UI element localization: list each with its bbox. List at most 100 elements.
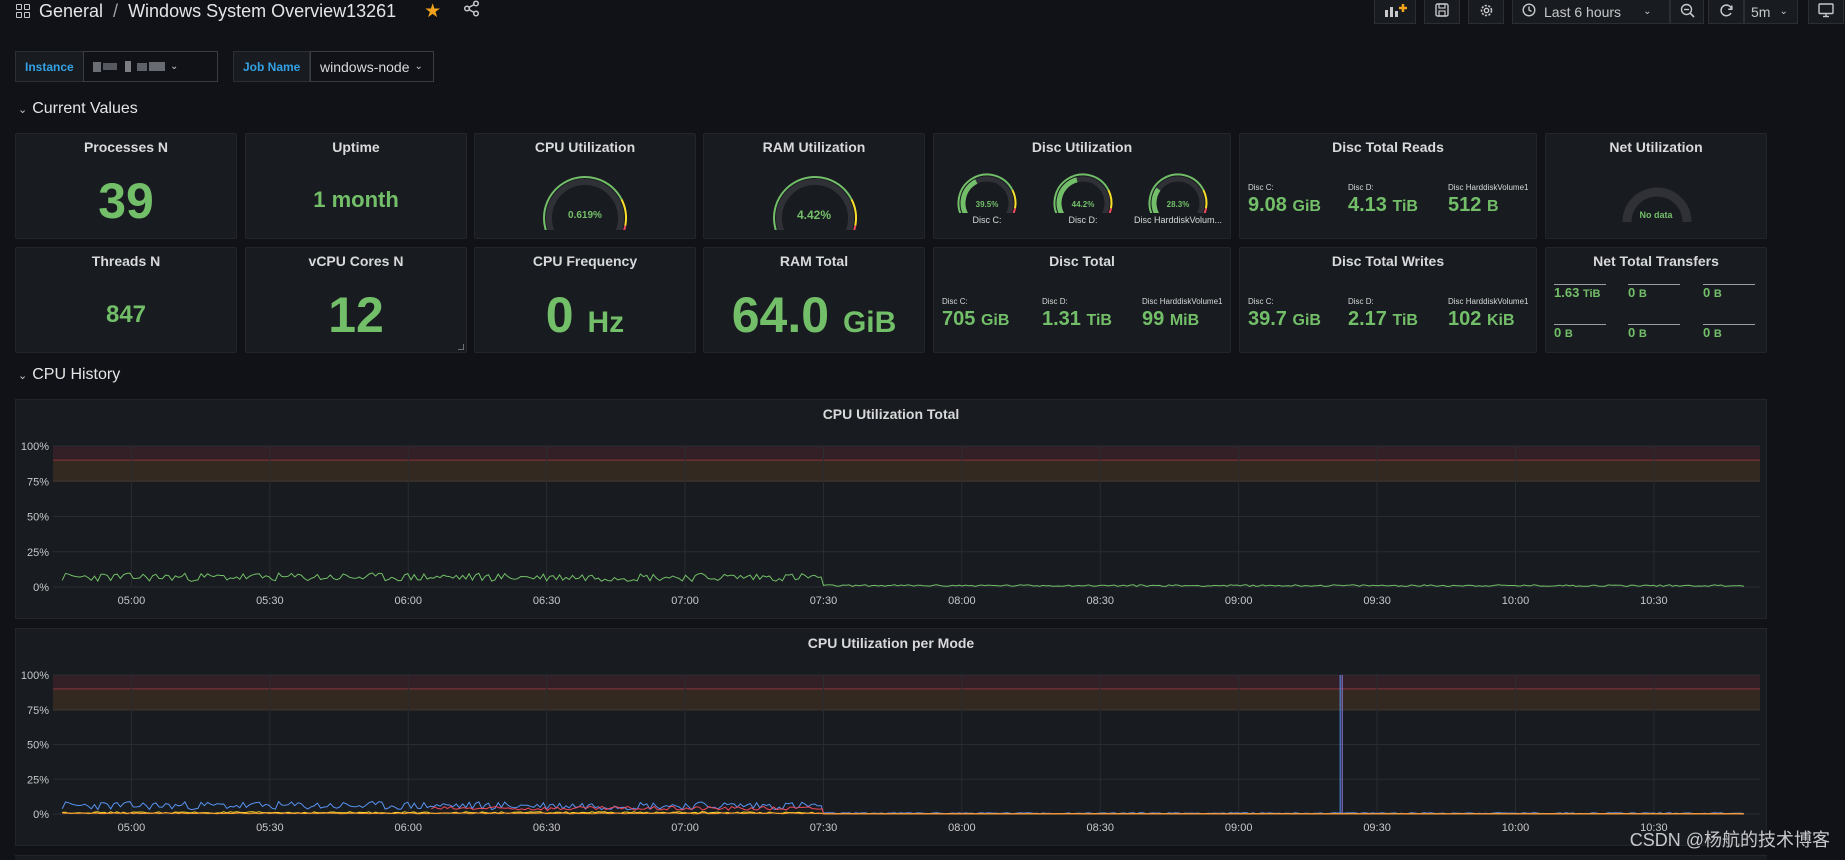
save-dashboard-button[interactable] <box>1424 0 1460 24</box>
x-tick-label: 10:30 <box>1640 822 1668 834</box>
refresh-button[interactable] <box>1708 0 1744 24</box>
add-panel-icon <box>1383 2 1407 21</box>
stat-label: Disc D: <box>1042 297 1068 306</box>
instance-variable-label: Instance <box>15 51 84 82</box>
stat-label: Disc HarddiskVolume1 <box>1448 297 1529 306</box>
job-name-variable-select[interactable]: windows-node ⌄ <box>310 51 434 82</box>
gauge-threshold <box>1203 208 1207 213</box>
monitor-icon <box>1818 2 1834 21</box>
panel-cpu-utilization-per-mode[interactable]: CPU Utilization per Mode 100% 75% 50% 25% 0%… <box>15 628 1767 846</box>
stat-value: 9.08 GiB <box>1248 194 1321 216</box>
threshold-band <box>53 688 1760 710</box>
gauge-value: 39.5% <box>975 200 999 209</box>
panel-ram-utilization[interactable]: RAM Utilization 4.42% <box>703 133 925 239</box>
gauge-threshold <box>850 198 857 226</box>
chevron-down-icon: ⌄ <box>1643 6 1652 17</box>
job-name-value: windows-node <box>320 58 410 75</box>
zoom-out-icon <box>1680 3 1695 21</box>
chevron-down-icon: ⌄ <box>1779 6 1788 17</box>
dashboards-grid-icon[interactable] <box>16 3 31 19</box>
gauge-value: 28.3% <box>1166 200 1190 209</box>
resize-handle-icon[interactable] <box>458 344 464 350</box>
row-current-values[interactable]: ⌄ Current Values <box>18 100 138 118</box>
panel-title: Disc Total <box>1049 253 1115 269</box>
tv-mode-button[interactable] <box>1808 0 1844 24</box>
x-tick-label: 06:30 <box>533 822 561 834</box>
panel-disc-total[interactable]: Disc Total Disc C: 705 GiB Disc D: 1.31 … <box>933 247 1231 353</box>
series-line <box>62 812 1744 815</box>
cpu-per-mode-chart[interactable]: 100% 75% 50% 25% 0% 05:00 05:30 06:00 06:30 07:00… <box>16 629 1768 847</box>
gauge-label: Disc C: <box>972 215 1002 225</box>
stat-value: 102 KiB <box>1448 308 1515 330</box>
panel-net-total-transfers[interactable]: Net Total Transfers 1.63 TiB 0 B 0 B 0 B… <box>1545 247 1767 353</box>
zoom-out-button[interactable] <box>1670 0 1704 24</box>
add-panel-button[interactable] <box>1374 0 1416 24</box>
watermark: CSDN @杨航的技术博客 <box>1629 830 1830 850</box>
panel-disc-total-reads[interactable]: Disc Total Reads Disc C: 9.08 GiB Disc D… <box>1239 133 1537 239</box>
stat-value: 4.13 TiB <box>1348 194 1418 216</box>
panel-uptime[interactable]: Uptime 1 month <box>245 133 467 239</box>
panel-processes[interactable]: Processes N 39 <box>15 133 237 239</box>
job-name-variable-label: Job Name <box>233 51 311 82</box>
cpu-total-chart[interactable]: 100% 75% 50% 25% 0% 05:00 05:30 06:00 06:30 07:00… <box>16 400 1768 620</box>
sparkline <box>1628 284 1680 285</box>
sparkline <box>1554 284 1606 285</box>
gauge-fill <box>960 179 978 213</box>
gauge-threshold <box>620 198 627 226</box>
star-icon[interactable]: ★ <box>424 0 442 22</box>
stat-value: 1.31 TiB <box>1042 308 1112 330</box>
panel-title: Net Total Transfers <box>1593 253 1719 269</box>
gauge-threshold <box>1148 173 1205 213</box>
gauge-threshold <box>1012 208 1016 213</box>
panel-title: Net Utilization <box>1609 139 1703 155</box>
x-tick-label: 05:30 <box>256 822 284 834</box>
gear-icon <box>1479 3 1494 21</box>
panel-disc-utilization[interactable]: Disc Utilization 39.5% Disc C: 44.2% Dis… <box>933 133 1231 239</box>
x-tick-label: 08:00 <box>948 822 976 834</box>
instance-variable-select[interactable]: ⌄ <box>83 51 218 82</box>
x-tick-label: 09:30 <box>1363 822 1391 834</box>
sparkline <box>1703 284 1755 285</box>
gauge-threshold <box>1011 189 1017 209</box>
panel-title: Disc Total Reads <box>1332 139 1444 155</box>
dashboard-settings-button[interactable] <box>1468 0 1504 24</box>
save-icon <box>1435 3 1449 20</box>
clock-icon <box>1522 3 1536 20</box>
panel-vcpu-cores[interactable]: vCPU Cores N 12 <box>245 247 467 353</box>
x-tick-label: 10:00 <box>1502 822 1530 834</box>
panel-net-utilization[interactable]: Net Utilization No data <box>1545 133 1767 239</box>
gauge-threshold <box>1107 189 1113 209</box>
panel-cpu-frequency[interactable]: CPU Frequency 0 Hz <box>474 247 696 353</box>
ram-gauge <box>773 176 857 230</box>
breadcrumb-folder[interactable]: General <box>39 0 104 21</box>
panel-disc-total-writes[interactable]: Disc Total Writes Disc C: 39.7 GiB Disc … <box>1239 247 1537 353</box>
row-cpu-history[interactable]: ⌄ CPU History <box>18 366 120 384</box>
panel-threads[interactable]: Threads N 847 <box>15 247 237 353</box>
stat-value: 0 B <box>1554 325 1573 340</box>
stat-value: 2.17 TiB <box>1348 308 1418 330</box>
sparkline <box>1628 324 1680 325</box>
time-range-picker[interactable]: Last 6 hours ⌄ <box>1512 0 1670 24</box>
stat-value: 0 Hz <box>545 287 625 343</box>
stat-value: 39 <box>98 173 154 229</box>
x-tick-label: 10:30 <box>1640 595 1668 607</box>
stat-label: Disc D: <box>1348 297 1374 306</box>
chevron-down-icon: ⌄ <box>414 61 423 72</box>
share-icon[interactable] <box>463 0 480 22</box>
threshold-band <box>53 675 1760 689</box>
stat-value: 0 B <box>1703 325 1722 340</box>
cpu-gauge <box>543 176 627 230</box>
gauge-value: 44.2% <box>1071 200 1095 209</box>
panel-cpu-utilization-total[interactable]: CPU Utilization Total 100% 75% 50% 25% 0% 05:… <box>15 399 1767 619</box>
dashboard-title[interactable]: Windows System Overview13261 <box>128 0 397 21</box>
chevron-down-icon: ⌄ <box>170 61 179 72</box>
panel-cpu-utilization[interactable]: CPU Utilization 0.619% <box>474 133 696 239</box>
panel-title: CPU Utilization <box>534 139 636 155</box>
y-tick-label: 100% <box>21 670 49 682</box>
x-tick-label: 07:30 <box>810 822 838 834</box>
panel-ram-total[interactable]: RAM Total 64.0 GiB <box>703 247 925 353</box>
stat-label: Disc HarddiskVolume1 <box>1142 297 1223 306</box>
refresh-interval-label: 5m <box>1751 3 1771 20</box>
breadcrumb-separator: / <box>113 0 119 21</box>
refresh-interval-picker[interactable]: 5m ⌄ <box>1744 0 1798 24</box>
